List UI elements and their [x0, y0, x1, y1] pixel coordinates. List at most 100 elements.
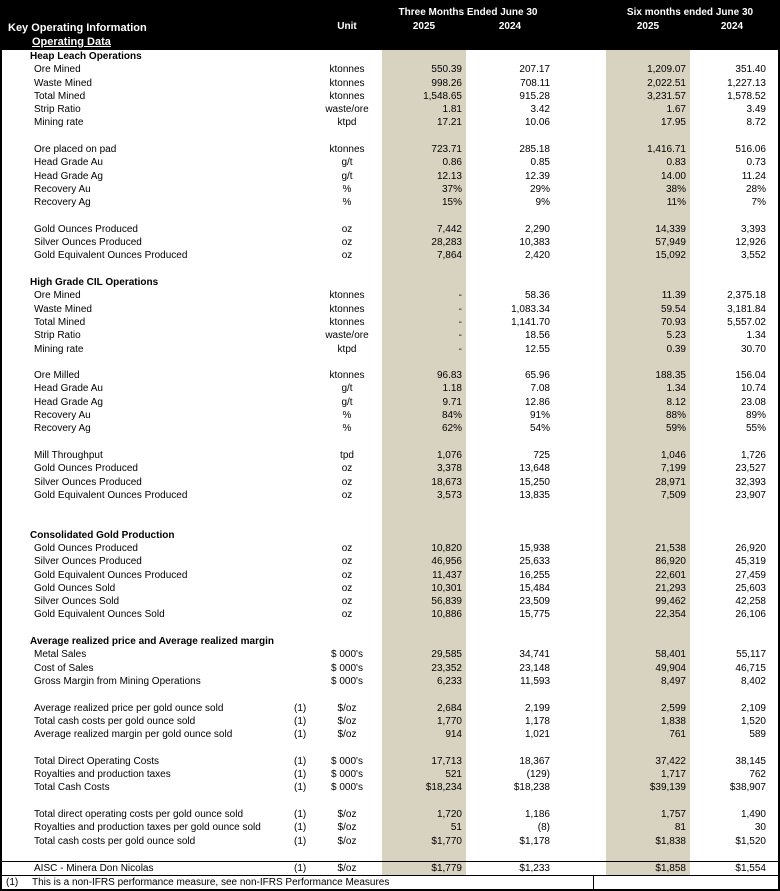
table-row: Gold Equivalent Ounces Produced oz 11,437 1… — [2, 568, 778, 582]
column-gap — [554, 116, 606, 129]
cell-3m-2024: 2,420 — [524, 250, 550, 262]
cell-6m-2024: 27,459 — [735, 569, 766, 581]
spacer-row — [2, 794, 778, 808]
table-row: Total Cash Costs (1) $ 000's $18,234 $18,238… — [2, 781, 778, 795]
cell-6m-2024: 11.24 — [741, 170, 766, 182]
row-label: Mining rate — [34, 343, 84, 355]
row-label: Silver Ounces Sold — [34, 596, 120, 608]
cell-6m-2024 — [690, 848, 774, 861]
spacer-row — [2, 435, 778, 449]
row-label: High Grade CIL Operations — [30, 277, 159, 289]
cell-3m-2024 — [466, 741, 554, 754]
cell-3m-2025: 998.26 — [382, 76, 466, 90]
cell-3m-2025: 550.39 — [382, 63, 466, 77]
col-group-six-months: Six months ended June 30 — [626, 7, 754, 18]
row-label: Waste Mined — [34, 77, 92, 89]
row-unit — [312, 263, 382, 276]
cell-6m-2024 — [690, 795, 774, 808]
cell-6m-2025: 8.12 — [606, 395, 690, 410]
col-group-three-months: Three Months Ended June 30 — [398, 7, 538, 18]
cell-3m-2025: 1,076 — [382, 448, 466, 463]
cell-6m-2025 — [606, 847, 690, 862]
cell-3m-2025: 0.86 — [382, 156, 466, 170]
row-footnote-ref — [288, 170, 312, 183]
row-unit: oz — [341, 569, 353, 581]
year-header-3m-2024: 2024 — [498, 21, 522, 32]
row-label — [2, 263, 288, 276]
column-gap — [554, 369, 606, 382]
row-label — [2, 130, 288, 143]
cell-3m-2024 — [466, 622, 554, 635]
row-label: Royalties and production taxes per gold … — [34, 822, 261, 834]
column-gap — [554, 515, 606, 528]
column-gap — [554, 223, 606, 236]
column-gap — [554, 715, 606, 728]
row-label: Gross Margin from Mining Operations — [34, 675, 201, 687]
cell-3m-2025: 51 — [382, 821, 466, 835]
column-gap — [554, 130, 606, 143]
column-gap — [554, 50, 606, 63]
row-footnote-ref — [288, 356, 312, 369]
row-unit: oz — [341, 556, 353, 568]
table-row: Strip Ratio waste/ore 1.81 3.42 1.67 3.49 — [2, 103, 778, 117]
cell-3m-2024: 12.55 — [524, 343, 550, 355]
cell-3m-2024: $18,238 — [513, 782, 550, 794]
cell-6m-2025 — [606, 50, 690, 64]
cell-6m-2025: 22,354 — [606, 608, 690, 622]
row-unit — [312, 210, 382, 223]
cell-6m-2024: 32,393 — [735, 476, 766, 488]
cell-6m-2024: 1,490 — [740, 808, 766, 820]
cell-3m-2025: 12.13 — [382, 169, 466, 183]
row-footnote-ref — [288, 489, 312, 502]
spacer-row — [2, 262, 778, 277]
cell-3m-2024: 16,255 — [519, 569, 550, 581]
cell-3m-2024: 1,141.70 — [511, 316, 550, 328]
cell-6m-2025 — [606, 794, 690, 808]
cell-3m-2025: 1.18 — [382, 382, 466, 396]
year-header-6m-2024: 2024 — [720, 21, 744, 32]
row-footnote-ref — [288, 50, 312, 63]
column-gap — [554, 768, 606, 781]
cell-3m-2024: 18.56 — [524, 330, 550, 342]
row-unit: oz — [341, 609, 353, 621]
spacer-row — [2, 129, 778, 144]
row-label: AISC - Minera Don Nicolas — [34, 863, 154, 875]
row-footnote-ref — [288, 688, 312, 701]
cell-6m-2024: 2,109 — [740, 702, 766, 714]
column-gap — [554, 356, 606, 369]
cell-3m-2024 — [466, 515, 554, 528]
row-label: Total Mined — [34, 316, 86, 328]
row-footnote-ref — [288, 183, 312, 196]
cell-3m-2025: $1,770 — [382, 834, 466, 848]
page-title: Key Operating Information — [8, 22, 147, 34]
column-gap — [554, 489, 606, 502]
row-footnote-ref — [288, 662, 312, 675]
cell-6m-2024: 26,920 — [735, 542, 766, 554]
row-unit: $ 000's — [331, 769, 363, 781]
row-unit — [312, 515, 382, 528]
row-unit: ktonnes — [329, 64, 365, 76]
section-row: Consolidated Gold Production — [2, 528, 778, 542]
cell-6m-2025: 2,022.51 — [606, 76, 690, 90]
row-label — [2, 622, 288, 635]
cell-6m-2025: 99,462 — [606, 595, 690, 609]
cell-6m-2024 — [690, 529, 774, 542]
cell-6m-2025 — [606, 621, 690, 636]
cell-3m-2024: 13,835 — [519, 489, 550, 501]
row-label: Gold Ounces Sold — [34, 582, 116, 594]
table-row: Gold Ounces Produced oz 7,442 2,290 14,339 3,… — [2, 222, 778, 237]
column-gap — [554, 622, 606, 635]
cell-3m-2024 — [466, 263, 554, 276]
column-gap — [554, 755, 606, 768]
cell-6m-2025: 49,904 — [606, 661, 690, 675]
cell-6m-2025 — [606, 262, 690, 277]
cell-6m-2025 — [606, 355, 690, 370]
cell-3m-2024: (8) — [537, 822, 550, 834]
table-row: Royalties and production taxes per gold … — [2, 821, 778, 835]
cell-3m-2024 — [466, 356, 554, 369]
cell-6m-2024 — [690, 356, 774, 369]
cell-3m-2025 — [382, 515, 466, 529]
row-unit: $/oz — [337, 715, 357, 727]
row-label — [2, 688, 288, 701]
row-footnote-ref — [288, 795, 312, 808]
